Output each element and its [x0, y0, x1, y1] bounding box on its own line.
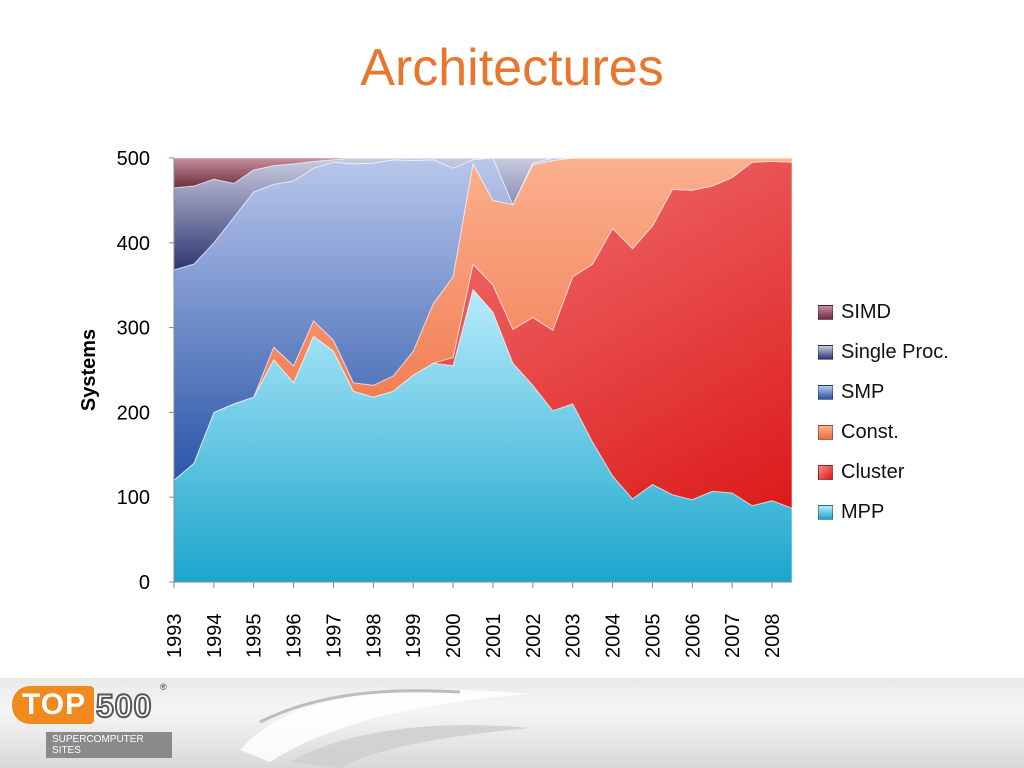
x-axis: 1993 1994 1995 1996 1997 1998 1999 2000 2001 2002…	[164, 581, 792, 659]
x-tick-label: 1998	[363, 614, 385, 659]
legend-label: SIMD	[841, 300, 891, 323]
y-tick-label: 300	[117, 318, 150, 340]
legend-swatch	[818, 464, 833, 480]
legend-item: SIMD	[818, 292, 949, 332]
legend-swatch	[818, 424, 833, 440]
x-tick-label: 2002	[523, 614, 545, 659]
y-tick-label: 200	[117, 402, 150, 424]
chart-legend: SIMD Single Proc. SMP Const. Cluster MPP	[818, 292, 949, 532]
x-tick-label: 2003	[563, 614, 585, 659]
y-axis-label: Systems	[78, 329, 100, 411]
y-tick-label: 0	[139, 572, 150, 594]
y-tick-label: 100	[117, 487, 150, 509]
slide-title: Architectures	[360, 39, 664, 97]
legend-swatch	[818, 384, 833, 400]
legend-item: Cluster	[818, 452, 949, 492]
logo-500-text: 500	[95, 687, 153, 725]
x-tick-label: 1996	[284, 614, 306, 659]
y-tick-label: 400	[117, 233, 150, 255]
logo-registered-mark: ®	[160, 682, 167, 692]
x-tick-label: 2006	[682, 614, 704, 659]
legend-swatch	[818, 504, 833, 520]
y-tick-label: 500	[117, 148, 150, 170]
x-tick-label: 1995	[244, 614, 266, 659]
legend-label: MPP	[841, 500, 885, 523]
swoosh-decoration	[240, 689, 530, 768]
legend-item: Single Proc.	[818, 332, 949, 372]
x-tick-label: 2005	[642, 614, 664, 659]
area-simd	[173, 157, 792, 189]
x-tick-label: 2007	[722, 614, 744, 659]
top500-logo: TOP 500 ® SUPERCOMPUTER SITES	[12, 680, 172, 760]
x-tick-label: 2000	[443, 614, 465, 659]
logo-top-text: TOP	[12, 686, 95, 724]
logo-tagline: SUPERCOMPUTER SITES	[46, 732, 172, 758]
legend-label: Const.	[841, 420, 899, 443]
legend-item: Const.	[818, 412, 949, 452]
x-tick-label: 1993	[164, 614, 186, 659]
x-tick-label: 1997	[323, 614, 345, 659]
plot-area	[173, 157, 793, 583]
x-tick-label: 2008	[762, 614, 784, 659]
legend-label: Single Proc.	[841, 340, 949, 363]
y-axis: 0 100 200 300 400 500	[117, 148, 175, 594]
x-tick-label: 2001	[483, 614, 505, 659]
legend-label: Cluster	[841, 460, 905, 483]
x-tick-label: 2004	[603, 614, 625, 659]
x-tick-label: 1999	[403, 614, 425, 659]
legend-swatch	[818, 344, 833, 360]
legend-label: SMP	[841, 380, 885, 403]
legend-item: MPP	[818, 492, 949, 532]
legend-swatch	[818, 304, 833, 320]
x-tick-label: 1994	[204, 614, 226, 659]
legend-item: SMP	[818, 372, 949, 412]
